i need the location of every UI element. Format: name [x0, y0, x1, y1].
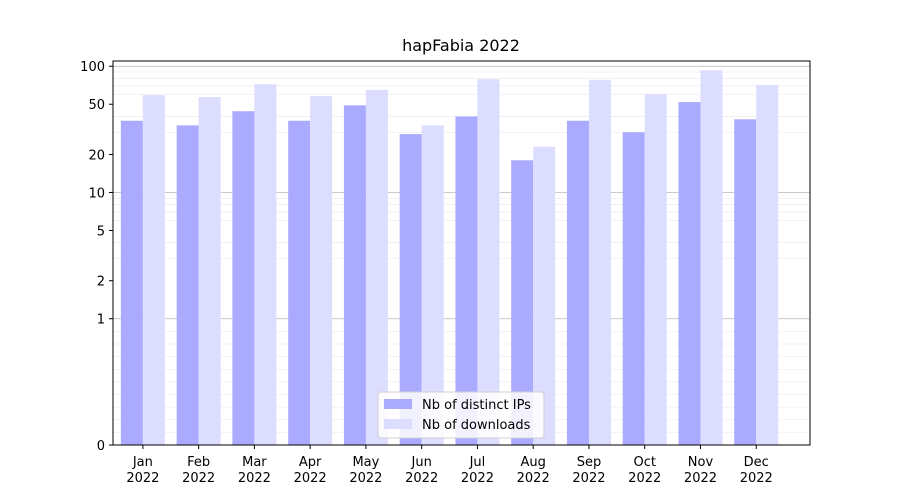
bar-ips-sep — [566, 120, 589, 446]
x-tick-label: Dec — [744, 455, 769, 470]
x-tick-label: 2022 — [740, 471, 773, 486]
x-tick-label: Jan — [132, 455, 153, 470]
bar-downloads-may — [365, 89, 388, 446]
axes: Jan2022Feb2022Mar2022Apr2022May2022Jun20… — [80, 60, 811, 486]
x-tick-label: Jul — [469, 455, 486, 470]
x-tick-label: 2022 — [405, 471, 438, 486]
bar-downloads-dec — [756, 85, 779, 445]
x-tick-label: Jun — [411, 455, 432, 470]
bar-ips-jul — [455, 116, 478, 446]
x-tick-label: 2022 — [572, 471, 605, 486]
legend-label: Nb of distinct IPs — [422, 398, 531, 413]
x-tick-label: 2022 — [684, 471, 717, 486]
chart-title: hapFabia 2022 — [402, 36, 520, 55]
x-tick-label: 2022 — [126, 471, 159, 486]
bar-ips-dec — [734, 119, 757, 446]
bar-ips-jun — [399, 134, 422, 446]
legend-swatch — [384, 399, 412, 409]
bar-downloads-jul — [477, 79, 500, 445]
bar-downloads-jun — [421, 125, 444, 445]
x-tick-label: May — [352, 455, 379, 470]
bar-ips-apr — [288, 120, 311, 446]
x-tick-label: Sep — [577, 455, 602, 470]
bar-downloads-oct — [644, 94, 667, 445]
y-tick-label: 10 — [88, 186, 105, 201]
y-tick-label: 5 — [97, 224, 105, 239]
bar-downloads-apr — [310, 96, 333, 446]
y-tick-label: 1 — [97, 313, 105, 328]
bar-downloads-sep — [588, 79, 611, 445]
x-tick-label: Mar — [242, 455, 267, 470]
x-tick-label: Aug — [521, 455, 546, 470]
bar-downloads-mar — [254, 84, 277, 445]
x-tick-label: Feb — [187, 455, 210, 470]
x-tick-label: Oct — [633, 455, 655, 470]
bar-downloads-aug — [533, 146, 556, 445]
y-tick-label: 20 — [88, 148, 105, 163]
bar-downloads-jan — [142, 95, 165, 446]
bar-downloads-feb — [198, 97, 221, 446]
x-tick-label: Apr — [299, 455, 322, 470]
y-tick-label: 100 — [80, 60, 105, 75]
legend-box — [377, 391, 545, 439]
x-tick-label: 2022 — [517, 471, 550, 486]
bar-ips-aug — [511, 160, 534, 446]
bar-ips-mar — [232, 111, 255, 445]
bar-ips-feb — [176, 125, 199, 445]
legend: Nb of distinct IPs Nb of downloads — [377, 391, 545, 439]
x-tick-label: 2022 — [349, 471, 382, 486]
x-tick-label: 2022 — [294, 471, 327, 486]
bars — [120, 70, 779, 446]
y-tick-label: 0 — [97, 439, 105, 454]
bar-downloads-nov — [700, 70, 723, 445]
legend-label: Nb of downloads — [422, 418, 531, 433]
bar-ips-may — [343, 105, 366, 445]
bar-ips-oct — [622, 132, 645, 445]
x-tick-label: 2022 — [182, 471, 215, 486]
bar-ips-nov — [678, 102, 701, 445]
legend-swatch — [384, 419, 412, 429]
bar-ips-jan — [120, 120, 143, 446]
x-tick-label: 2022 — [238, 471, 271, 486]
x-tick-label: 2022 — [461, 471, 494, 486]
x-tick-label: 2022 — [628, 471, 661, 486]
plot-frame — [112, 60, 811, 446]
y-tick-label: 50 — [88, 98, 105, 113]
y-tick-label: 2 — [97, 275, 105, 290]
x-tick-label: Nov — [688, 455, 714, 470]
